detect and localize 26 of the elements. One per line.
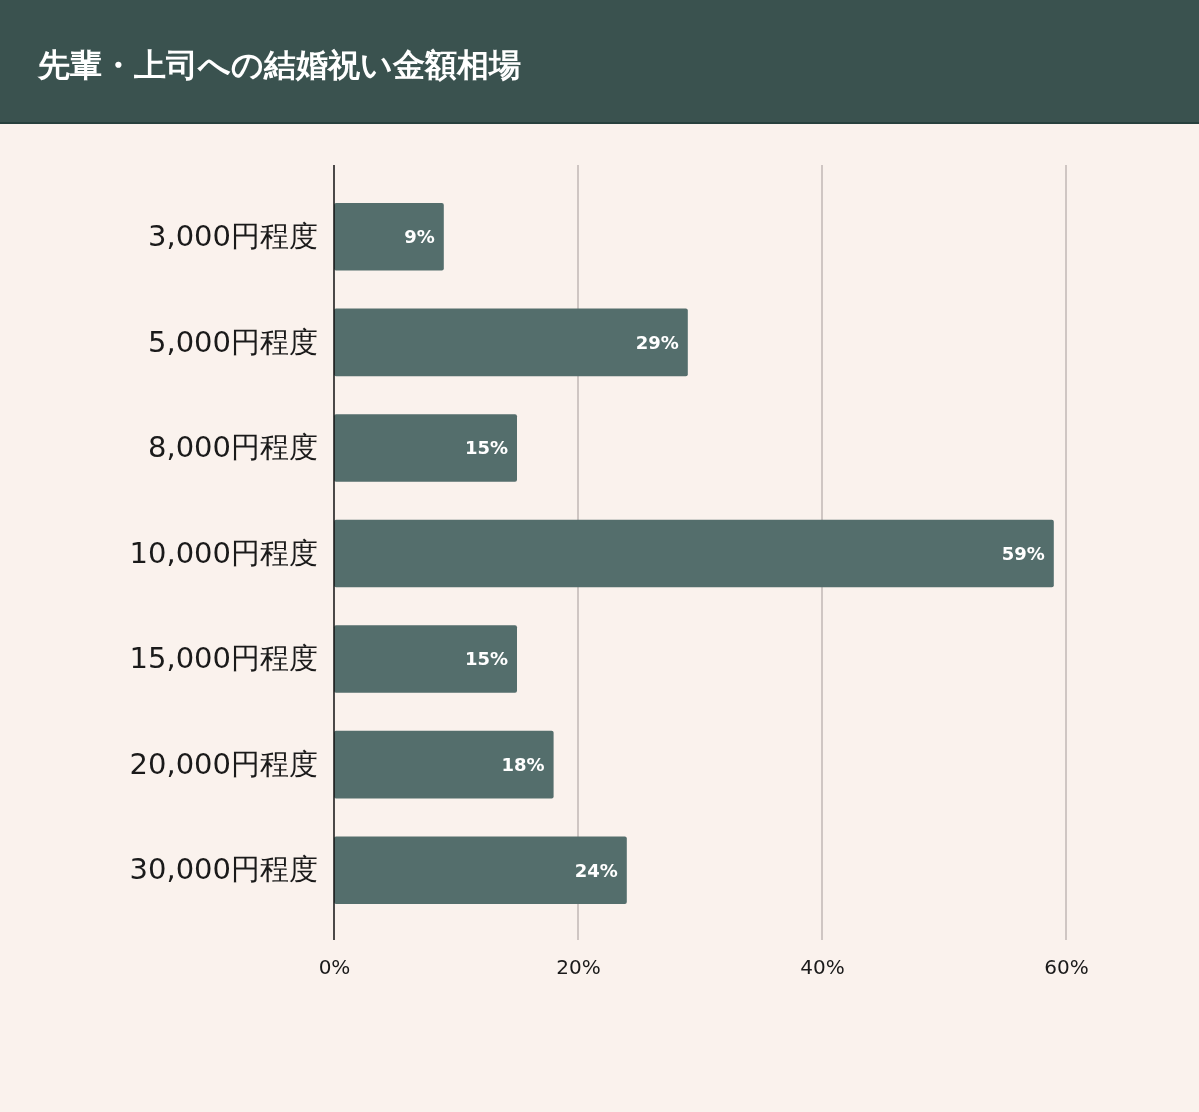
y-tick-label: 15,000円程度 [129, 641, 318, 676]
bar [334, 730, 554, 799]
bar [334, 414, 517, 482]
data-label: 9% [404, 226, 435, 248]
y-tick-label: 5,000円程度 [147, 324, 318, 359]
data-label: 15% [464, 648, 508, 670]
y-tick-label: 20,000円程度 [129, 746, 318, 781]
y-tick-label: 3,000円程度 [147, 219, 318, 254]
data-label: 15% [464, 437, 508, 459]
bar [334, 308, 688, 377]
y-tick-label: 10,000円程度 [129, 535, 318, 570]
y-tick-label: 30,000円程度 [129, 852, 318, 887]
bar [334, 203, 444, 271]
data-label: 18% [501, 753, 545, 775]
chart-title: 先輩・上司への結婚祝い金額相場 [37, 46, 521, 84]
bar [334, 625, 517, 693]
x-tick-label: 0% [318, 955, 351, 980]
data-label: 24% [574, 859, 618, 881]
data-label: 59% [1001, 542, 1045, 564]
y-tick-label: 8,000円程度 [147, 430, 318, 465]
bar [334, 836, 627, 904]
x-tick-label: 60% [1044, 955, 1089, 980]
x-tick-label: 20% [556, 955, 601, 980]
bar [334, 519, 1054, 588]
x-tick-label: 40% [800, 955, 845, 980]
data-label: 29% [635, 331, 679, 353]
